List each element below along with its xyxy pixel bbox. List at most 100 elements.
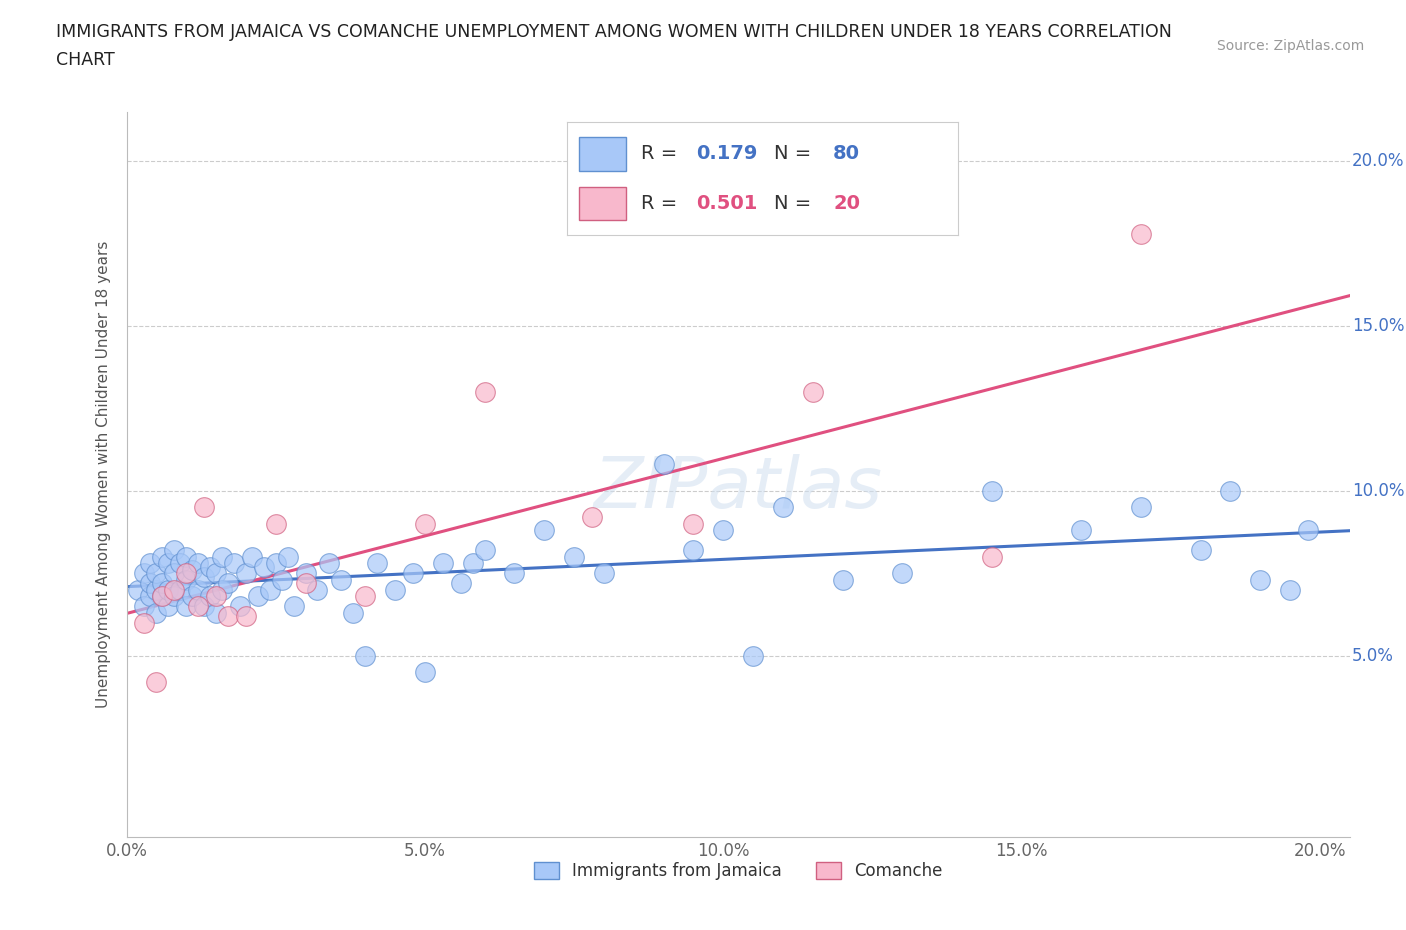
Point [264, 516, 287, 531]
Point [294, 576, 316, 591]
Point [205, 589, 228, 604]
Point [354, 648, 377, 663]
Point [1219, 484, 1241, 498]
Point [413, 516, 436, 531]
Point [127, 582, 149, 597]
Point [1249, 572, 1271, 587]
Point [150, 589, 173, 604]
Point [163, 582, 186, 597]
Point [461, 556, 484, 571]
Point [150, 589, 173, 604]
Text: ZIPatlas: ZIPatlas [593, 455, 883, 524]
Point [980, 484, 1002, 498]
Point [682, 516, 704, 531]
Point [193, 499, 215, 514]
Point [150, 550, 173, 565]
Point [503, 565, 526, 580]
Point [181, 563, 204, 578]
Point [1070, 523, 1092, 538]
Point [1279, 582, 1302, 597]
Point [253, 559, 276, 574]
Point [1129, 499, 1152, 514]
Point [217, 576, 239, 591]
Point [134, 616, 156, 631]
Point [205, 565, 228, 580]
Point [240, 550, 263, 565]
Point [264, 556, 287, 571]
Point [980, 550, 1002, 565]
Point [198, 589, 221, 604]
Point [198, 559, 221, 574]
Point [187, 556, 209, 571]
Point [283, 599, 305, 614]
Point [229, 599, 252, 614]
Point [163, 589, 186, 604]
Point [742, 648, 765, 663]
Point [1129, 226, 1152, 241]
Point [145, 605, 167, 620]
Point [174, 572, 197, 587]
Point [450, 576, 472, 591]
Point [294, 565, 316, 580]
Point [413, 665, 436, 680]
Point [402, 565, 425, 580]
Point [205, 605, 228, 620]
Point [682, 543, 704, 558]
Point [270, 572, 292, 587]
Point [169, 556, 191, 571]
Point [354, 589, 377, 604]
Point [652, 457, 675, 472]
Point [211, 582, 233, 597]
Point [181, 589, 204, 604]
Point [891, 565, 914, 580]
Point [163, 543, 186, 558]
Point [581, 510, 603, 525]
Point [174, 599, 197, 614]
Point [174, 565, 197, 580]
Point [217, 608, 239, 623]
Point [246, 589, 269, 604]
Point [139, 556, 162, 571]
Point [187, 582, 209, 597]
Text: CHART: CHART [56, 51, 115, 69]
Point [1189, 543, 1212, 558]
Y-axis label: Unemployment Among Women with Children Under 18 years: Unemployment Among Women with Children U… [96, 241, 111, 708]
Text: 15.0%: 15.0% [1353, 317, 1405, 335]
Text: 5.0%: 5.0% [1353, 646, 1395, 665]
Text: Source: ZipAtlas.com: Source: ZipAtlas.com [1216, 39, 1364, 53]
Point [235, 565, 257, 580]
Point [277, 550, 299, 565]
Point [134, 599, 156, 614]
Point [139, 589, 162, 604]
Point [474, 384, 496, 399]
Point [1296, 523, 1319, 538]
Point [801, 384, 824, 399]
Point [145, 565, 167, 580]
Point [384, 582, 406, 597]
Point [342, 605, 364, 620]
Point [187, 599, 209, 614]
Point [307, 582, 329, 597]
Point [533, 523, 555, 538]
Text: IMMIGRANTS FROM JAMAICA VS COMANCHE UNEMPLOYMENT AMONG WOMEN WITH CHILDREN UNDER: IMMIGRANTS FROM JAMAICA VS COMANCHE UNEM… [56, 23, 1173, 41]
Point [150, 576, 173, 591]
Point [139, 576, 162, 591]
Point [222, 556, 245, 571]
Point [169, 582, 191, 597]
Point [432, 556, 454, 571]
Point [163, 565, 186, 580]
Point [562, 550, 585, 565]
Point [193, 599, 215, 614]
Point [145, 582, 167, 597]
Point [711, 523, 734, 538]
Point [474, 543, 496, 558]
Point [366, 556, 388, 571]
Legend: Immigrants from Jamaica, Comanche: Immigrants from Jamaica, Comanche [527, 856, 949, 886]
Point [145, 674, 167, 689]
Text: 10.0%: 10.0% [1353, 482, 1405, 499]
Point [157, 582, 180, 597]
Point [193, 569, 215, 584]
Point [772, 499, 794, 514]
Point [157, 599, 180, 614]
Point [134, 565, 156, 580]
